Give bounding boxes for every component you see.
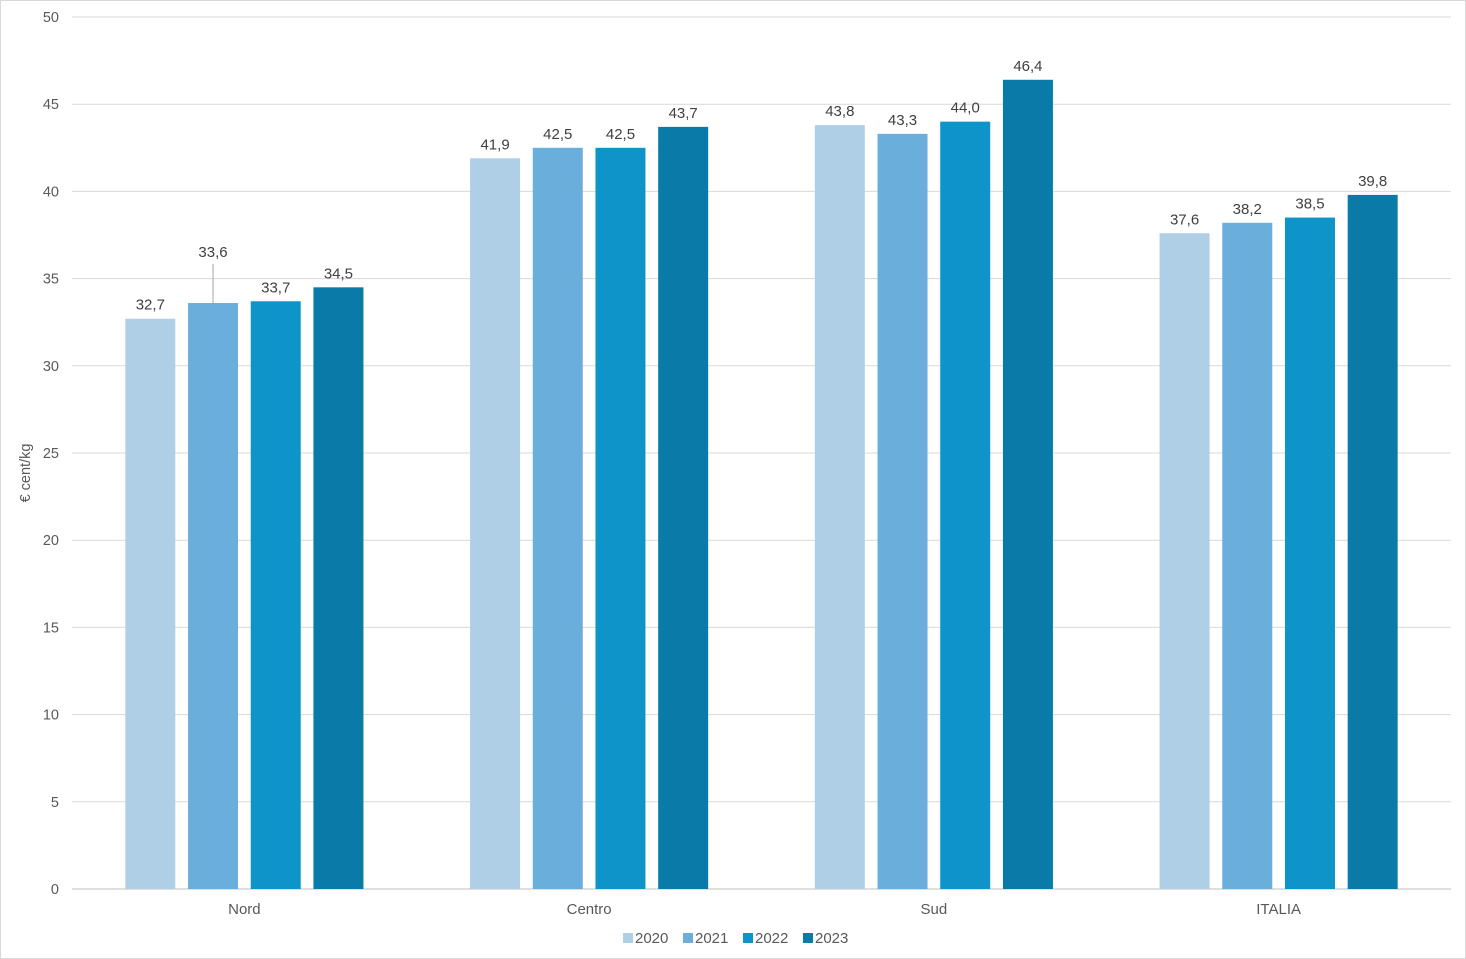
- y-tick-label: 5: [51, 795, 59, 811]
- y-tick-label: 10: [43, 708, 59, 724]
- data-label: 42,5: [606, 126, 635, 143]
- data-labels: 32,7 33,6 33,7 34,5 41,9 42,5 42,5 43,7 43,8 43,3…: [136, 58, 1388, 314]
- bar-sud-2022: [940, 121, 991, 889]
- y-tick-label: 0: [51, 882, 59, 898]
- data-label: 41,9: [480, 136, 509, 153]
- legend-label: 2022: [755, 930, 788, 947]
- x-axis-ticks: Nord Centro Sud ITALIA: [228, 901, 1301, 918]
- bar-italia-2022: [1284, 217, 1335, 889]
- y-tick-label: 20: [43, 533, 59, 549]
- legend: 2020 2021 2022 2023: [623, 930, 848, 947]
- data-label: 43,8: [825, 103, 854, 120]
- bar-centro-2020: [470, 158, 521, 889]
- data-label: 46,4: [1013, 58, 1042, 75]
- y-tick-label: 45: [43, 97, 59, 113]
- bar-nord-2023: [313, 287, 364, 889]
- y-tick-label: 25: [43, 446, 59, 462]
- y-tick-label: 35: [43, 272, 59, 288]
- bar-centro-2022: [595, 147, 646, 890]
- data-label: 38,2: [1233, 201, 1262, 218]
- data-label: 44,0: [951, 100, 980, 117]
- x-tick-label: ITALIA: [1256, 901, 1301, 918]
- data-label: 33,6: [198, 244, 227, 261]
- data-label: 33,7: [261, 279, 290, 296]
- data-label: 42,5: [543, 126, 572, 143]
- bars: [125, 79, 1398, 890]
- x-tick-label: Sud: [921, 901, 948, 918]
- gridlines: [72, 16, 1451, 890]
- y-tick-label: 30: [43, 359, 59, 375]
- bar-nord-2021: [188, 303, 239, 889]
- legend-label: 2021: [695, 930, 728, 947]
- y-tick-label: 50: [43, 10, 59, 26]
- data-label: 37,6: [1170, 211, 1199, 228]
- data-label: 34,5: [324, 265, 353, 282]
- bar-italia-2023: [1347, 194, 1398, 889]
- y-tick-label: 15: [43, 620, 59, 636]
- data-label: 43,3: [888, 112, 917, 129]
- legend-swatch-2023: [803, 933, 813, 943]
- bar-nord-2022: [250, 301, 301, 890]
- bar-centro-2023: [658, 126, 709, 889]
- bar-centro-2021: [532, 147, 583, 890]
- bar-sud-2023: [1002, 79, 1053, 889]
- y-axis-ticks: 0 5 10 15 20 25 30 35 40 45 50: [43, 10, 59, 898]
- data-label: 39,8: [1358, 173, 1387, 190]
- data-label: 43,7: [669, 105, 698, 122]
- y-axis-label: € cent/kg: [18, 444, 34, 503]
- bar-sud-2021: [877, 133, 928, 889]
- bar-italia-2021: [1222, 222, 1273, 890]
- x-tick-label: Centro: [567, 901, 612, 918]
- x-tick-label: Nord: [228, 901, 261, 918]
- legend-swatch-2020: [623, 933, 633, 943]
- legend-label: 2023: [815, 930, 848, 947]
- bar-nord-2020: [125, 318, 176, 889]
- y-tick-label: 40: [43, 184, 59, 200]
- data-label: 32,7: [136, 297, 165, 314]
- bar-italia-2020: [1159, 233, 1210, 890]
- legend-swatch-2022: [743, 933, 753, 943]
- legend-swatch-2021: [683, 933, 693, 943]
- data-label: 38,5: [1295, 196, 1324, 213]
- bar-sud-2020: [814, 125, 865, 890]
- legend-label: 2020: [635, 930, 668, 947]
